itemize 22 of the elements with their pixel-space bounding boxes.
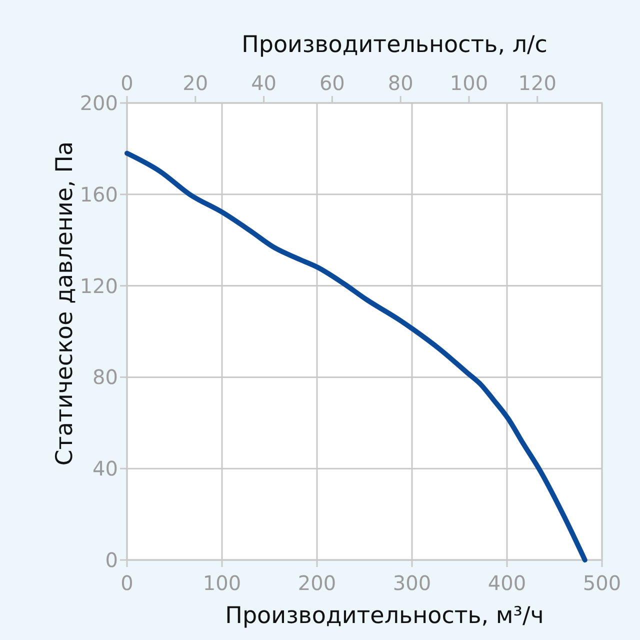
y-tick-label: 40 <box>92 456 118 481</box>
x-axis-title: Производительность, м³/ч <box>225 603 544 629</box>
x2-axis-title: Производительность, л/с <box>242 32 548 58</box>
x-tick-label: 300 <box>392 571 432 595</box>
x2-tick-label: 120 <box>518 71 556 95</box>
y-tick-label: 200 <box>80 91 118 115</box>
y-tick-label: 0 <box>105 548 118 572</box>
y-tick-label: 120 <box>80 274 118 298</box>
x2-tick-label: 60 <box>319 71 345 95</box>
x-tick-label: 0 <box>120 571 134 595</box>
x2-tick-label: 80 <box>388 71 414 95</box>
x2-tick-label: 0 <box>120 71 134 95</box>
x2-tick-label: 40 <box>251 71 277 95</box>
x-tick-label: 500 <box>582 571 622 595</box>
y-tick-label: 160 <box>80 182 118 206</box>
y-tick-label: 80 <box>92 365 118 390</box>
x2-tick-label: 20 <box>182 71 208 95</box>
x2-tick-label: 100 <box>450 71 488 95</box>
x-tick-label: 100 <box>202 571 242 595</box>
x-tick-label: 400 <box>488 571 526 595</box>
y-axis-title: Статическое давление, Па <box>52 141 78 466</box>
x-tick-label: 200 <box>298 571 336 595</box>
